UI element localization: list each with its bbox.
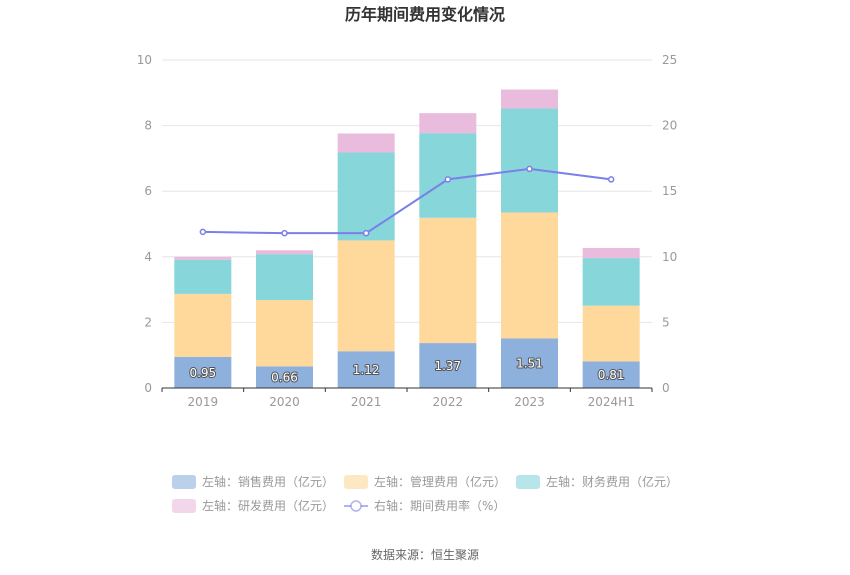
bar-segment-3[interactable] [174, 259, 232, 294]
source-text: 数据来源：恒生聚源 [371, 547, 479, 562]
rate-point[interactable] [362, 229, 370, 237]
bar-segment-4[interactable] [256, 250, 313, 255]
x-tick-label: 2020 [269, 395, 300, 409]
legend-swatch [516, 475, 540, 489]
bar-segment-1[interactable] [501, 338, 558, 388]
bar-segment-1[interactable] [337, 351, 395, 388]
bar-segment-4[interactable] [337, 133, 395, 153]
rate-line-path [202, 167, 612, 235]
legend-label: 左轴：销售费用（亿元） [202, 474, 334, 489]
y-right-tick-label: 20 [662, 119, 677, 133]
bar-segment-3[interactable] [256, 254, 313, 301]
x-tick-label: 2021 [351, 395, 382, 409]
bar-value-label: 0.95 [189, 366, 216, 380]
bar-segment-1[interactable] [419, 343, 477, 388]
bar-value-label: 1.37 [434, 359, 461, 373]
bar-segment-4[interactable] [501, 89, 558, 109]
legend-label: 左轴：研发费用（亿元） [202, 498, 334, 513]
y-left-tick-label: 4 [144, 250, 152, 264]
bar-segment-1[interactable] [582, 361, 640, 388]
rate-point[interactable] [199, 228, 207, 236]
bar-segment-2[interactable] [501, 212, 558, 339]
bar-segment-4[interactable] [419, 113, 477, 134]
legend: 左轴：销售费用（亿元） 左轴：管理费用（亿元） 左轴：财务费用（亿元） 左轴：研发费用… [172, 474, 678, 513]
y-left-tick-label: 0 [144, 381, 152, 395]
rate-point[interactable] [444, 176, 452, 183]
rate-line [199, 165, 615, 237]
grid-lines [162, 59, 652, 323]
y-right-tick-label: 25 [662, 53, 677, 67]
legend-label: 左轴：财务费用（亿元） [546, 474, 678, 489]
bar-value-label: 1.12 [353, 363, 380, 377]
bar-segment-3[interactable] [501, 108, 558, 213]
legend-label: 左轴：管理费用（亿元） [374, 474, 506, 489]
bar-value-label: 1.51 [516, 357, 543, 371]
legend-swatch [344, 475, 368, 489]
x-tick-label: 2022 [433, 395, 464, 409]
bar-value-label: 0.81 [598, 368, 625, 382]
rate-point[interactable] [607, 176, 615, 183]
y-right-tick-label: 5 [662, 315, 670, 329]
chart-title: 历年期间费用变化情况 [345, 5, 505, 24]
bar-segment-4[interactable] [582, 247, 640, 259]
y-left-tick-label: 6 [144, 184, 152, 198]
y-left-tick-label: 2 [144, 315, 152, 329]
bars: 0.95 0.66 1.12 1.37 1.51 0.81 [174, 89, 640, 388]
y-right-tick-label: 10 [662, 250, 677, 264]
x-tick-label: 2019 [188, 395, 219, 409]
bar-segment-2[interactable] [256, 300, 313, 367]
bar-segment-2[interactable] [174, 293, 232, 357]
legend-swatch [172, 475, 196, 489]
axes: 0 2 4 6 8 10 0 5 10 15 20 25 2019 2020 2021 2022 2023 202… [137, 53, 678, 409]
legend-item[interactable]: 右轴：期间费用率（%） [344, 498, 505, 513]
legend-item[interactable]: 左轴：销售费用（亿元） [172, 474, 334, 489]
bar-value-label: 0.66 [271, 371, 298, 385]
bar-segment-1[interactable] [174, 356, 232, 388]
y-left-tick-label: 10 [137, 53, 152, 67]
legend-item[interactable]: 左轴：财务费用（亿元） [516, 474, 678, 489]
x-tick-label: 2024H1 [588, 395, 635, 409]
y-right-tick-label: 15 [662, 184, 677, 198]
bar-segment-3[interactable] [419, 133, 477, 218]
bar-segment-1[interactable] [256, 366, 313, 388]
y-left-tick-label: 8 [144, 119, 152, 133]
bar-segment-3[interactable] [582, 258, 640, 306]
legend-item[interactable]: 左轴：管理费用（亿元） [344, 474, 506, 489]
x-tick-label: 2023 [514, 395, 545, 409]
legend-swatch [172, 499, 196, 513]
bar-segment-2[interactable] [337, 240, 395, 352]
rate-point[interactable] [281, 229, 288, 237]
legend-item[interactable]: 左轴：研发费用（亿元） [172, 498, 334, 513]
y-right-tick-label: 0 [662, 381, 670, 395]
bar-segment-3[interactable] [337, 152, 395, 241]
bar-segment-2[interactable] [582, 305, 640, 362]
legend-marker [350, 500, 362, 512]
rate-point[interactable] [526, 165, 533, 173]
legend-label: 右轴：期间费用率（%） [374, 498, 505, 513]
bar-segment-2[interactable] [419, 217, 477, 344]
bar-segment-4[interactable] [174, 256, 232, 260]
